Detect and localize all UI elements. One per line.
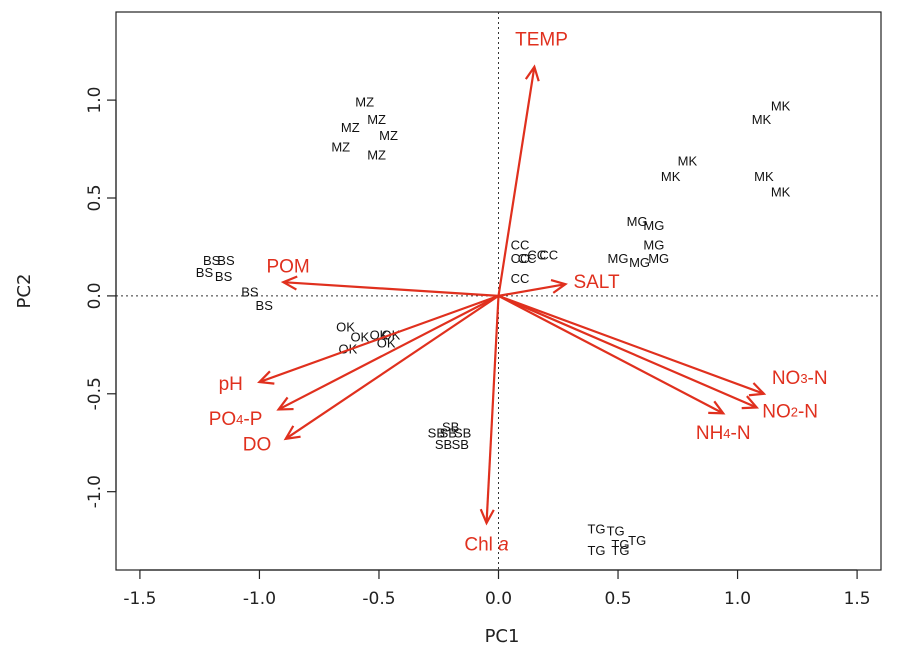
vector-arrowhead-nh4-n <box>708 400 726 415</box>
site-point-bs: BS <box>217 253 235 268</box>
x-tick-label: 1.5 <box>844 589 871 609</box>
vector-label-salt: SALT <box>573 272 620 293</box>
site-point-bs: BS <box>196 265 214 280</box>
site-point-mz: MZ <box>341 120 360 135</box>
vector-nh4-n <box>497 294 724 415</box>
vector-arrowhead-chl-a <box>479 508 495 526</box>
loading-vectors: TEMP SALT POM pH PO4-P DO NO3-N NO2-N NH4-N Chl a <box>209 29 828 555</box>
site-point-mz: MZ <box>331 140 350 155</box>
x-axis-title: PC1 <box>485 626 520 647</box>
site-point-mk: MK <box>771 185 791 200</box>
vector-pom <box>283 281 499 297</box>
site-point-mg: MG <box>648 251 669 266</box>
vector-label-do: DO <box>243 434 272 455</box>
vector-po4-p <box>278 294 500 411</box>
vector-arrowhead-ph <box>257 370 275 385</box>
vector-label-po4-p: PO4-P <box>209 409 263 430</box>
vector-chl-a <box>485 295 500 524</box>
site-point-sb: SB <box>440 425 457 440</box>
vector-ph <box>259 294 499 384</box>
site-point-tg: TG <box>587 543 605 558</box>
vector-label-temp: TEMP <box>515 29 568 50</box>
x-axis: -1.5 -1.0 -0.5 0.0 0.5 1.0 1.5 <box>123 569 871 609</box>
site-point-mg: MG <box>627 214 648 229</box>
site-point-mg: MG <box>643 237 664 252</box>
vector-do <box>285 294 500 440</box>
x-tick-label: -1.5 <box>123 589 156 609</box>
site-point-mz: MZ <box>367 112 386 127</box>
vector-arrowhead-salt <box>550 278 568 294</box>
site-point-mk: MK <box>678 153 698 168</box>
y-tick-label: -0.5 <box>85 377 105 410</box>
vector-label-nh4-n: NH4-N <box>696 422 751 443</box>
vector-label-no3-n: NO3-N <box>772 368 828 389</box>
site-point-bs: BS <box>256 298 274 313</box>
site-point-tg: TG <box>587 521 605 536</box>
site-point-mk: MK <box>771 98 791 113</box>
site-point-mk: MK <box>661 169 681 184</box>
x-tick-label: 1.0 <box>724 589 751 609</box>
site-point-tg: TG <box>607 523 625 538</box>
site-point-sb: SB <box>454 425 471 440</box>
vector-arrowhead-do <box>283 425 301 441</box>
vector-arrowhead-no2-n <box>741 395 760 410</box>
site-point-mz: MZ <box>367 147 386 162</box>
site-point-tg: TG <box>628 533 646 548</box>
y-axis-title: PC2 <box>14 274 35 309</box>
site-point-bs: BS <box>203 253 221 268</box>
vector-temp <box>497 66 536 297</box>
site-point-mz: MZ <box>355 95 374 110</box>
vector-no3-n <box>498 294 765 395</box>
y-tick-label: 0.5 <box>85 184 105 211</box>
site-point-cc: CC <box>511 251 530 266</box>
site-point-cc: CC <box>511 237 530 252</box>
x-tick-label: -0.5 <box>362 589 395 609</box>
vector-arrowhead-temp <box>524 64 540 82</box>
vector-label-chl-a: Chl a <box>464 534 508 555</box>
y-tick-label: 0.0 <box>85 282 105 309</box>
site-point-ok: OK <box>350 330 369 345</box>
x-tick-label: -1.0 <box>243 589 276 609</box>
site-point-sb: SB <box>452 437 469 452</box>
site-point-sb: SB <box>428 425 445 440</box>
site-point-mg: MG <box>629 255 650 270</box>
y-tick-label: -1.0 <box>85 475 105 508</box>
site-point-sb: SB <box>442 420 459 435</box>
vector-label-pom: POM <box>266 256 309 277</box>
site-point-cc: CC <box>511 271 530 286</box>
site-point-mg: MG <box>608 251 629 266</box>
vector-arrowhead-po4-p <box>276 396 294 411</box>
y-tick-label: 1.0 <box>85 87 105 114</box>
site-point-tg: TG <box>611 537 629 552</box>
site-point-sb: SB <box>435 437 452 452</box>
site-point-bs: BS <box>241 284 259 299</box>
vector-no2-n <box>498 294 758 409</box>
site-point-cc: CC <box>527 247 546 262</box>
vector-salt <box>498 283 566 297</box>
x-tick-label: 0.0 <box>485 589 512 609</box>
site-point-bs: BS <box>215 269 233 284</box>
site-point-mk: MK <box>752 112 772 127</box>
site-point-mk: MK <box>754 169 774 184</box>
site-point-cc: CC <box>539 247 558 262</box>
vector-arrowhead-pom <box>280 275 298 291</box>
vector-label-no2-n: NO2-N <box>762 401 818 422</box>
site-point-tg: TG <box>611 543 629 558</box>
y-axis: -1.0 -0.5 0.0 0.5 1.0 <box>85 87 117 508</box>
site-point-mz: MZ <box>379 128 398 143</box>
x-tick-label: 0.5 <box>605 589 632 609</box>
site-point-ok: OK <box>370 328 389 343</box>
vector-arrowhead-no3-n <box>748 382 767 397</box>
vector-label-ph: pH <box>219 374 243 395</box>
site-point-ok: OK <box>336 320 355 335</box>
site-point-cc: CC <box>518 251 537 266</box>
site-point-mg: MG <box>643 218 664 233</box>
